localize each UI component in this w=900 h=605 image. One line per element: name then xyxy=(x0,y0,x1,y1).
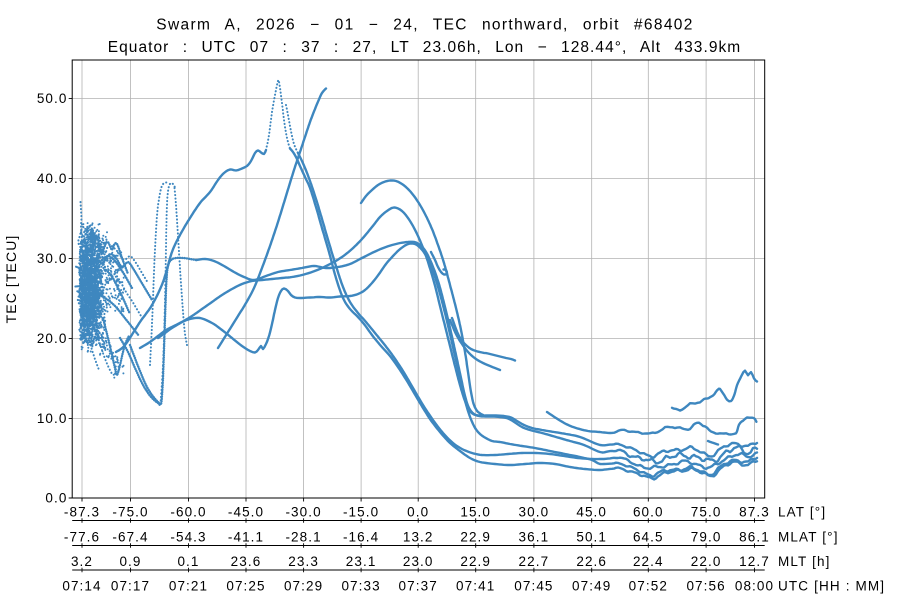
svg-text:-16.4: -16.4 xyxy=(343,530,379,545)
svg-text:23.0: 23.0 xyxy=(403,554,434,569)
svg-text:0.9: 0.9 xyxy=(119,554,141,569)
svg-text:07:52: 07:52 xyxy=(629,579,668,594)
svg-text:07:45: 07:45 xyxy=(514,579,553,594)
svg-text:-30.0: -30.0 xyxy=(285,505,321,520)
svg-text:TEC [TECU]: TEC [TECU] xyxy=(3,235,19,324)
svg-text:07:25: 07:25 xyxy=(226,579,265,594)
svg-text:-77.6: -77.6 xyxy=(64,530,100,545)
svg-text:MLAT [°]: MLAT [°] xyxy=(778,530,839,545)
svg-text:-28.1: -28.1 xyxy=(285,530,321,545)
svg-text:Equator : UTC 07 : 37 : 27,: Equator : UTC 07 : 37 : 27, LT 23.06h, L… xyxy=(108,39,742,56)
svg-text:-15.0: -15.0 xyxy=(343,505,379,520)
svg-text:10.0: 10.0 xyxy=(37,411,68,426)
svg-text:08:00: 08:00 xyxy=(735,579,774,594)
svg-text:79.0: 79.0 xyxy=(691,530,722,545)
svg-text:22.4: 22.4 xyxy=(633,554,664,569)
svg-text:0.1: 0.1 xyxy=(177,554,199,569)
svg-text:50.1: 50.1 xyxy=(576,530,607,545)
svg-text:07:41: 07:41 xyxy=(456,579,495,594)
svg-text:LAT [°]: LAT [°] xyxy=(778,505,826,520)
svg-text:07:21: 07:21 xyxy=(169,579,208,594)
svg-text:22.7: 22.7 xyxy=(519,554,550,569)
svg-text:13.2: 13.2 xyxy=(403,530,434,545)
svg-text:07:14: 07:14 xyxy=(62,579,101,594)
svg-text:07:56: 07:56 xyxy=(686,579,725,594)
svg-text:86.1: 86.1 xyxy=(739,530,770,545)
svg-text:36.1: 36.1 xyxy=(519,530,550,545)
svg-text:22.9: 22.9 xyxy=(460,530,491,545)
svg-text:22.6: 22.6 xyxy=(576,554,607,569)
svg-text:50.0: 50.0 xyxy=(37,91,68,106)
svg-text:20.0: 20.0 xyxy=(37,331,68,346)
svg-text:-41.1: -41.1 xyxy=(228,530,264,545)
svg-text:64.5: 64.5 xyxy=(633,530,664,545)
svg-text:3.2: 3.2 xyxy=(71,554,93,569)
svg-text:07:17: 07:17 xyxy=(111,579,150,594)
svg-text:23.6: 23.6 xyxy=(231,554,262,569)
svg-text:-60.0: -60.0 xyxy=(170,505,206,520)
svg-text:12.7: 12.7 xyxy=(739,554,770,569)
svg-text:60.0: 60.0 xyxy=(633,505,664,520)
svg-text:30.0: 30.0 xyxy=(519,505,550,520)
svg-text:87.3: 87.3 xyxy=(739,505,770,520)
svg-text:-45.0: -45.0 xyxy=(228,505,264,520)
svg-text:0.0: 0.0 xyxy=(45,491,67,506)
svg-text:-67.4: -67.4 xyxy=(112,530,148,545)
svg-text:07:49: 07:49 xyxy=(572,579,611,594)
svg-text:23.1: 23.1 xyxy=(346,554,377,569)
svg-text:UTC [HH : MM]: UTC [HH : MM] xyxy=(778,579,885,594)
svg-text:Swarm A, 2026 − 01 − 24, TEC: Swarm A, 2026 − 01 − 24, TEC northward, … xyxy=(156,17,693,34)
svg-text:-87.3: -87.3 xyxy=(64,505,100,520)
svg-text:40.0: 40.0 xyxy=(37,171,68,186)
svg-text:07:37: 07:37 xyxy=(399,579,438,594)
svg-text:07:29: 07:29 xyxy=(284,579,323,594)
svg-text:MLT [h]: MLT [h] xyxy=(778,554,831,569)
svg-text:30.0: 30.0 xyxy=(37,251,68,266)
svg-text:07:33: 07:33 xyxy=(341,579,380,594)
svg-text:22.0: 22.0 xyxy=(691,554,722,569)
svg-text:0.0: 0.0 xyxy=(407,505,429,520)
svg-text:-54.3: -54.3 xyxy=(170,530,206,545)
svg-text:15.0: 15.0 xyxy=(460,505,491,520)
svg-text:-75.0: -75.0 xyxy=(112,505,148,520)
svg-text:75.0: 75.0 xyxy=(691,505,722,520)
svg-text:22.9: 22.9 xyxy=(460,554,491,569)
svg-text:23.3: 23.3 xyxy=(288,554,319,569)
svg-text:45.0: 45.0 xyxy=(576,505,607,520)
